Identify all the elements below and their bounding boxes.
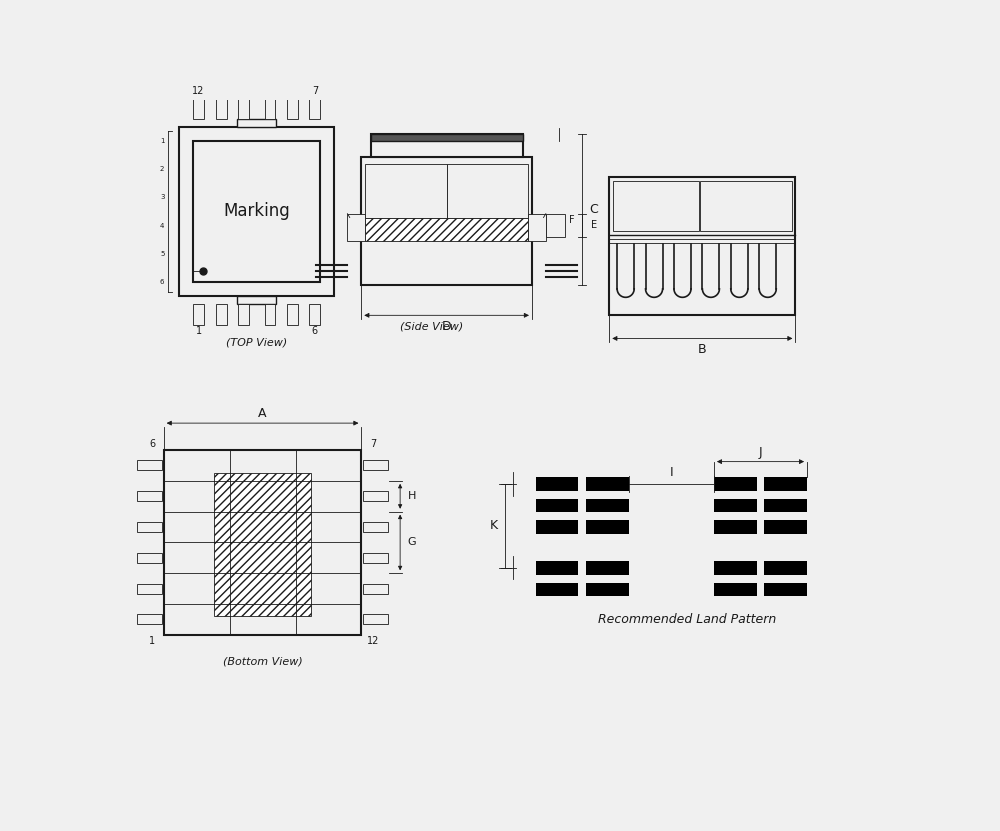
Text: (TOP View): (TOP View): [226, 337, 287, 347]
Text: 7: 7: [370, 439, 376, 449]
Text: K: K: [490, 519, 498, 533]
Bar: [137, 460, 162, 470]
Bar: [347, 214, 365, 241]
Text: Recommended Land Pattern: Recommended Land Pattern: [598, 613, 776, 626]
Bar: [365, 218, 528, 241]
Text: B: B: [698, 342, 707, 356]
Bar: [361, 157, 532, 284]
Bar: [193, 304, 204, 325]
Bar: [586, 520, 629, 534]
Bar: [447, 164, 528, 218]
Bar: [700, 180, 792, 231]
Bar: [363, 553, 388, 563]
Bar: [309, 304, 320, 325]
Bar: [764, 561, 807, 575]
Bar: [193, 140, 320, 283]
Bar: [609, 177, 795, 315]
Text: H: H: [408, 491, 416, 501]
Bar: [137, 491, 162, 501]
Text: E: E: [591, 220, 597, 230]
Bar: [536, 583, 578, 597]
Text: 1: 1: [160, 137, 164, 144]
Bar: [586, 583, 629, 597]
Bar: [238, 304, 249, 325]
Bar: [237, 296, 276, 304]
Text: J: J: [759, 446, 762, 459]
Bar: [546, 214, 565, 237]
Bar: [371, 135, 523, 140]
Bar: [714, 499, 757, 513]
Bar: [536, 499, 578, 513]
Bar: [309, 97, 320, 119]
Text: D: D: [442, 320, 451, 332]
Bar: [365, 164, 447, 218]
Text: 12: 12: [367, 636, 379, 646]
Text: (Bottom View): (Bottom View): [223, 656, 302, 666]
Text: 1: 1: [196, 327, 202, 337]
Bar: [164, 450, 361, 635]
Text: 2: 2: [160, 166, 164, 172]
Bar: [214, 473, 311, 616]
Bar: [193, 97, 204, 119]
Bar: [714, 520, 757, 534]
Bar: [137, 522, 162, 532]
Bar: [536, 520, 578, 534]
Text: A: A: [258, 407, 267, 420]
Text: C: C: [590, 203, 598, 216]
Bar: [363, 460, 388, 470]
Bar: [714, 477, 757, 491]
Text: 7: 7: [312, 86, 318, 96]
Text: 6: 6: [149, 439, 155, 449]
Text: I: I: [670, 466, 673, 479]
Bar: [764, 477, 807, 491]
Text: Marking: Marking: [223, 203, 290, 220]
Bar: [137, 583, 162, 593]
Bar: [536, 477, 578, 491]
Bar: [371, 135, 523, 157]
Bar: [363, 583, 388, 593]
Bar: [238, 97, 249, 119]
Bar: [613, 180, 699, 231]
Text: 12: 12: [192, 86, 205, 96]
Bar: [528, 214, 546, 241]
Text: 6: 6: [312, 327, 318, 337]
Text: (Side View): (Side View): [400, 322, 463, 332]
Bar: [586, 561, 629, 575]
Bar: [714, 583, 757, 597]
Bar: [586, 477, 629, 491]
Bar: [536, 561, 578, 575]
Bar: [216, 97, 227, 119]
Text: 1: 1: [149, 636, 155, 646]
Bar: [764, 520, 807, 534]
Text: 4: 4: [160, 223, 164, 229]
Bar: [264, 304, 275, 325]
Bar: [137, 614, 162, 624]
Bar: [287, 97, 298, 119]
Bar: [287, 304, 298, 325]
Bar: [363, 522, 388, 532]
Bar: [137, 553, 162, 563]
Text: 6: 6: [160, 279, 164, 285]
Bar: [363, 614, 388, 624]
Bar: [216, 304, 227, 325]
Text: F: F: [569, 215, 575, 225]
Text: 3: 3: [160, 194, 164, 200]
Bar: [764, 499, 807, 513]
Bar: [363, 491, 388, 501]
Bar: [179, 126, 334, 296]
Text: 5: 5: [160, 251, 164, 257]
Bar: [714, 561, 757, 575]
Bar: [764, 583, 807, 597]
Bar: [586, 499, 629, 513]
Bar: [237, 119, 276, 126]
Text: G: G: [407, 538, 416, 548]
Bar: [264, 97, 275, 119]
